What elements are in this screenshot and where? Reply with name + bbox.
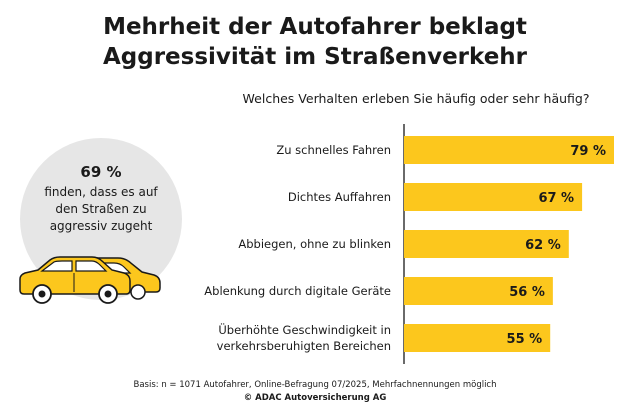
bar-0 [404,136,614,164]
footer-copyright: © ADAC Autoversicherung AG [243,393,387,403]
value-label-1: 67 % [538,191,574,206]
bar-1 [404,183,583,211]
bar-3 [404,277,553,305]
bar-2 [404,230,569,258]
front-car-icon [19,256,131,304]
value-label-4: 55 % [507,332,543,347]
footer-basis: Basis: n = 1071 Autofahrer, Online-Befra… [133,380,497,390]
category-label-0: Zu schnelles Fahren [276,143,391,157]
chart-title-line-1: Mehrheit der Autofahrer beklagt [103,14,527,40]
chart-title-line-2: Aggressivität im Straßenverkehr [102,44,528,70]
callout-percentage: 69 % [80,163,122,181]
chart-title: Mehrheit der Autofahrer beklagt Aggressi… [0,12,630,72]
value-label-3: 56 % [509,285,545,300]
category-label-3: Ablenkung durch digitale Geräte [204,284,391,298]
category-label-4: Überhöhte Geschwindigkeit in verkehrsberu… [217,321,391,353]
cars-illustration [19,256,161,304]
category-label-1: Dichtes Auffahren [288,190,391,204]
chart-question: Welches Verhalten erleben Sie häufig ode… [242,91,590,106]
callout-text: finden, dass es auf den Straßen zu aggre… [44,185,158,233]
category-label-2: Abbiegen, ohne zu blinken [238,237,391,251]
value-label-2: 62 % [525,238,561,253]
bar-4 [404,324,551,352]
value-label-0: 79 % [570,144,606,159]
